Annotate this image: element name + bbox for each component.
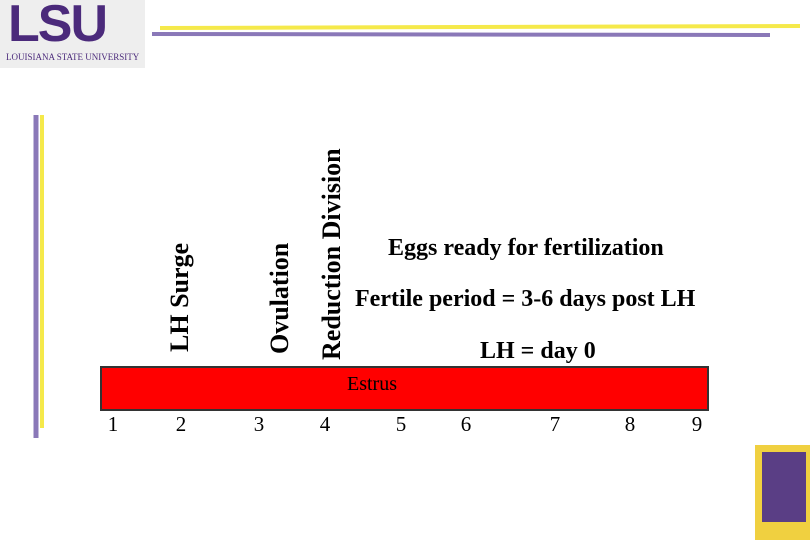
event-label: Reduction Division — [317, 148, 346, 360]
day-label: 2 — [175, 412, 187, 436]
estrus-label: Estrus — [347, 373, 397, 395]
university-name: LOUISIANA STATE UNIVERSITY — [6, 52, 140, 62]
note: Fertile period = 3-6 days post LH — [355, 286, 696, 312]
day-label: 4 — [319, 412, 331, 436]
day-label: 8 — [624, 412, 636, 436]
day-label: 6 — [460, 412, 472, 436]
lsu-logo: LSU LOUISIANA STATE UNIVERSITY — [0, 0, 145, 68]
event-label: Ovulation — [265, 242, 294, 354]
note: Eggs ready for fertilization — [388, 235, 664, 261]
day-label: 5 — [395, 412, 407, 436]
logo-text: LSU — [8, 0, 108, 53]
note: LH = day 0 — [480, 338, 596, 364]
event-label: LH Surge — [165, 242, 194, 352]
day-label: 9 — [691, 412, 703, 436]
day-label: 7 — [549, 412, 561, 436]
day-label: 3 — [253, 412, 265, 436]
day-label: 1 — [107, 412, 119, 436]
